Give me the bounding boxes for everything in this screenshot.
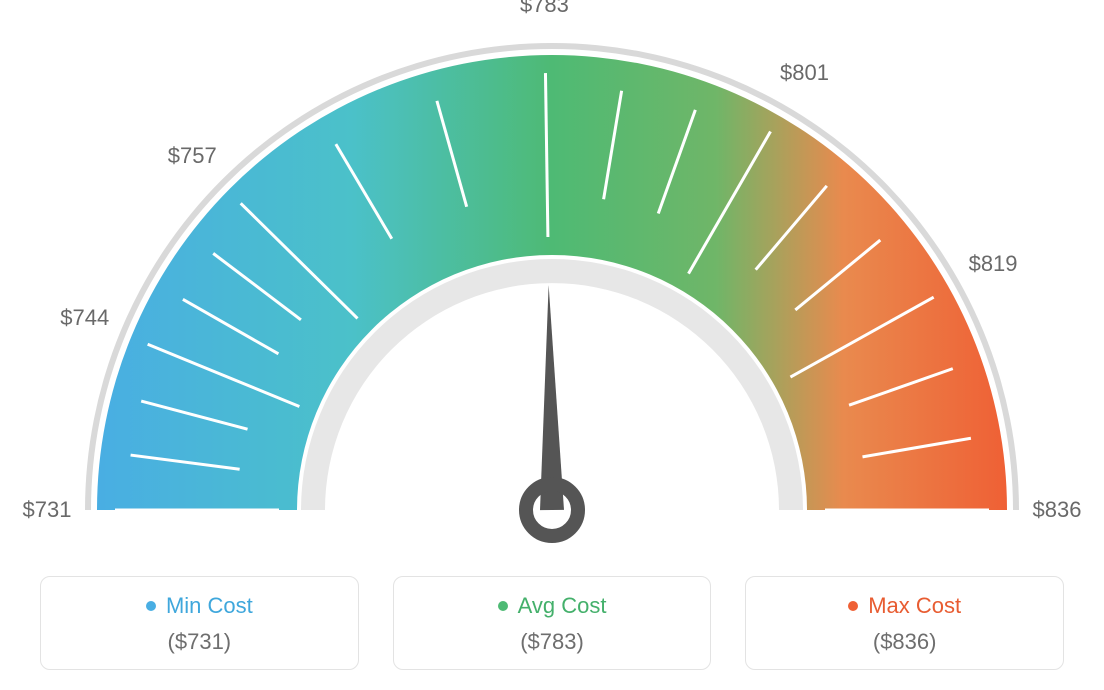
dot-icon [498,601,508,611]
legend-card-min: Min Cost ($731) [40,576,359,670]
dot-icon [146,601,156,611]
gauge-tick-label: $731 [23,497,72,523]
legend-value-max: ($836) [756,629,1053,655]
legend-title-avg: Avg Cost [498,593,607,619]
gauge-tick-label: $757 [168,143,217,169]
legend-card-avg: Avg Cost ($783) [393,576,712,670]
gauge-tick-label: $819 [969,251,1018,277]
legend-title-text: Avg Cost [518,593,607,619]
gauge-tick-label: $836 [1033,497,1082,523]
gauge-chart: $731 $744 $757 $783 $801 $819 $836 [0,0,1104,560]
legend-title-text: Max Cost [868,593,961,619]
legend-card-max: Max Cost ($836) [745,576,1064,670]
gauge-tick-label: $783 [520,0,569,18]
legend-title-min: Min Cost [146,593,253,619]
gauge-svg [0,0,1104,560]
legend-title-text: Min Cost [166,593,253,619]
gauge-tick-label: $744 [60,305,109,331]
legend-value-min: ($731) [51,629,348,655]
gauge-tick-label: $801 [780,60,829,86]
dot-icon [848,601,858,611]
legend-value-avg: ($783) [404,629,701,655]
legend-row: Min Cost ($731) Avg Cost ($783) Max Cost… [0,576,1104,670]
legend-title-max: Max Cost [848,593,961,619]
